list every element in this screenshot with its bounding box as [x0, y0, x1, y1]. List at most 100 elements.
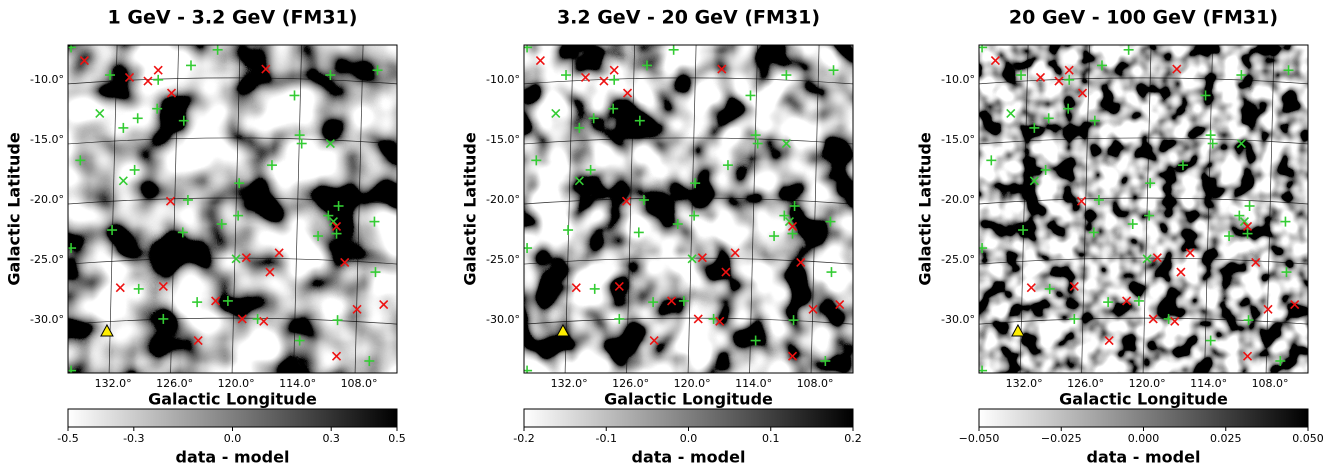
source-marker: [1224, 231, 1235, 242]
y-axis-label: Galactic Latitude: [916, 132, 935, 286]
residual-map: [68, 45, 397, 373]
source-marker: [781, 70, 792, 81]
source-marker: [524, 365, 533, 373]
plot-frame: [67, 44, 398, 374]
source-marker: [715, 316, 725, 326]
source-marker: [132, 113, 143, 124]
x-tick-label: 132.0°: [1006, 377, 1043, 390]
source-marker: [1006, 108, 1016, 119]
grid-line: [524, 197, 853, 205]
x-tick-label: 126.0°: [156, 377, 193, 390]
source-marker: [166, 88, 177, 98]
source-marker: [1243, 315, 1254, 326]
source-marker: [1283, 65, 1294, 76]
source-marker: [1026, 283, 1036, 293]
source-marker: [788, 315, 799, 326]
source-marker: [222, 295, 233, 306]
source-marker: [129, 164, 140, 175]
source-marker: [331, 351, 342, 361]
source-marker: [1133, 295, 1144, 306]
source-marker: [524, 243, 533, 254]
source-marker: [259, 316, 269, 326]
source-marker: [1236, 70, 1247, 81]
colorbar: [67, 408, 398, 428]
grid-line: [231, 45, 241, 373]
plot-area: [68, 45, 397, 373]
source-marker: [697, 253, 707, 263]
y-tick-label: -10.0°: [486, 73, 520, 86]
source-marker: [1035, 72, 1046, 83]
source-marker: [672, 219, 683, 230]
source-marker: [1069, 313, 1080, 324]
y-axis-label: Galactic Latitude: [461, 132, 480, 286]
source-marker: [153, 74, 164, 85]
source-marker: [1054, 76, 1064, 86]
grid-line: [626, 45, 635, 373]
source-marker: [826, 267, 837, 278]
source-marker: [332, 315, 343, 326]
source-marker: [1127, 219, 1138, 230]
source-marker: [152, 103, 163, 114]
colorbar-tick-label: 0.3: [322, 432, 340, 445]
source-marker: [274, 248, 284, 258]
source-marker: [979, 365, 988, 373]
source-marker: [1239, 217, 1250, 227]
source-marker: [1103, 297, 1114, 308]
source-marker: [1089, 115, 1100, 126]
source-marker: [68, 243, 77, 254]
y-tick-label: -30.0°: [30, 313, 64, 326]
source-marker: [1205, 335, 1216, 346]
source-marker: [1040, 164, 1051, 175]
source-marker: [75, 155, 86, 166]
source-marker: [634, 115, 645, 126]
source-marker: [588, 113, 599, 124]
source-marker: [233, 210, 244, 221]
colorbar-tick-label: −0.050: [959, 432, 1000, 445]
source-marker: [835, 299, 845, 310]
colorbar-tick-label: 0.025: [1210, 432, 1242, 445]
colorbar-tick-label: 0.050: [1292, 432, 1324, 445]
source-marker: [990, 56, 1000, 66]
source-marker: [1172, 64, 1182, 74]
grid-line: [1081, 45, 1090, 373]
y-tick-label: -10.0°: [941, 73, 975, 86]
source-marker: [730, 248, 740, 258]
source-marker: [211, 296, 221, 306]
source-marker: [1076, 196, 1087, 206]
source-marker: [745, 90, 756, 101]
source-marker: [153, 65, 163, 75]
source-marker: [1234, 210, 1245, 221]
x-axis-label: Galactic Longitude: [148, 390, 317, 409]
x-tick-label: 120.0°: [674, 377, 711, 390]
source-marker: [648, 297, 659, 308]
y-tick-label: -10.0°: [30, 73, 64, 86]
chart-title: 1 GeV - 3.2 GeV (FM31): [108, 7, 358, 29]
grid-line: [524, 317, 853, 325]
source-marker: [158, 313, 169, 324]
source-marker: [531, 155, 542, 166]
source-marker: [79, 56, 89, 66]
source-marker: [1018, 225, 1029, 236]
source-marker: [1029, 122, 1040, 133]
source-marker: [118, 122, 129, 133]
source-marker: [633, 227, 644, 238]
plot-frame: [523, 44, 854, 374]
source-marker: [313, 231, 324, 242]
source-marker: [689, 210, 700, 221]
source-marker: [750, 335, 761, 346]
source-marker: [667, 296, 677, 306]
y-tick-label: -25.0°: [941, 253, 975, 266]
panel: 1 GeV - 3.2 GeV (FM31) 132.0° 126.0° 120.0°…: [5, 7, 406, 467]
colorbar-tick-label: 0.0: [680, 432, 698, 445]
source-marker: [265, 267, 275, 277]
source-marker: [231, 254, 241, 264]
source-marker: [641, 60, 652, 71]
source-marker: [331, 228, 342, 239]
source-marker: [241, 253, 251, 263]
source-marker: [561, 70, 572, 81]
source-marker: [1280, 216, 1291, 227]
source-marker: [1236, 138, 1246, 149]
source-marker: [551, 108, 561, 119]
source-marker: [1077, 88, 1088, 98]
source-marker: [1142, 254, 1152, 264]
